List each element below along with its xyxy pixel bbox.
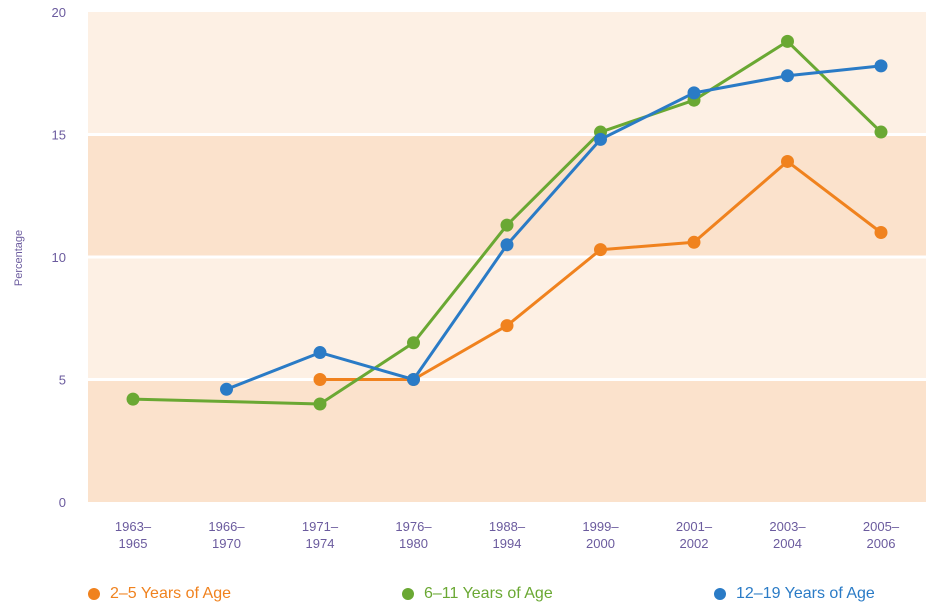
x-tick-line: 1999– — [582, 519, 619, 534]
data-point-series-0 — [781, 154, 794, 168]
x-tick-line: 1980 — [399, 536, 428, 551]
gridlines — [88, 133, 926, 381]
y-tick-label: 20 — [52, 5, 66, 20]
x-tick-label: 1963– 1965 — [115, 519, 152, 551]
legend-swatch — [714, 588, 726, 600]
x-tick-line: 2004 — [773, 536, 802, 551]
data-point-series-1 — [407, 336, 420, 350]
data-point-series-2 — [594, 132, 607, 146]
background-band — [88, 134, 926, 257]
background-band — [88, 379, 926, 502]
line-chart: 0 5 10 15 20 1963– 1965 1966– 1970 1971– 1974 1976… — [13, 5, 926, 551]
data-point-series-2 — [874, 59, 888, 73]
x-tick-line: 1976– — [395, 519, 432, 534]
legend-label: 6–11 Years of Age — [424, 585, 553, 602]
legend-label: 12–19 Years of Age — [736, 585, 875, 602]
data-point-series-1 — [126, 392, 140, 406]
x-tick-label: 1988– 1994 — [489, 519, 526, 551]
x-tick-label: 2001– 2002 — [676, 519, 713, 551]
y-tick-label: 15 — [52, 128, 66, 143]
x-tick-line: 1971– — [302, 519, 339, 534]
x-tick-line: 1994 — [493, 536, 522, 551]
x-tick-line: 1966– — [208, 519, 245, 534]
x-tick-line: 2006 — [867, 536, 896, 551]
x-tick-line: 1965 — [119, 536, 148, 551]
series-line-1 — [131, 39, 883, 406]
y-tick-label: 0 — [59, 495, 66, 510]
data-point-series-0 — [500, 319, 514, 333]
x-tick-label: 2003– 2004 — [769, 519, 806, 551]
legend-label: 2–5 Years of Age — [110, 585, 231, 602]
y-axis-ticks: 0 5 10 15 20 — [52, 5, 66, 510]
data-point-series-0 — [874, 226, 888, 239]
legend-item-6-11: 6–11 Years of Age — [402, 582, 553, 606]
legend-item-2-5: 2–5 Years of Age — [88, 582, 231, 606]
x-axis-ticks: 1963– 1965 1966– 1970 1971– 1974 1976– 1980 1988… — [115, 519, 900, 551]
data-point-series-1 — [313, 397, 327, 411]
x-tick-line: 2002 — [680, 536, 709, 551]
data-point-series-1 — [500, 218, 514, 232]
data-point-series-2 — [500, 238, 514, 252]
data-point-series-0 — [594, 243, 607, 257]
legend-swatch — [402, 588, 414, 600]
x-tick-label: 1976– 1980 — [395, 519, 432, 551]
series-points — [126, 34, 888, 411]
x-tick-line: 1974 — [306, 536, 335, 551]
data-point-series-2 — [781, 69, 794, 83]
x-tick-line: 2000 — [586, 536, 615, 551]
x-tick-line: 1963– — [115, 519, 152, 534]
background-bands — [88, 12, 926, 502]
data-point-series-2 — [407, 373, 420, 386]
x-tick-line: 1970 — [212, 536, 241, 551]
data-point-series-1 — [874, 125, 888, 139]
legend-item-12-19: 12–19 Years of Age — [714, 582, 875, 606]
x-tick-line: 2001– — [676, 519, 713, 534]
background-band — [88, 257, 926, 380]
data-point-series-2 — [220, 382, 233, 396]
x-tick-label: 1971– 1974 — [302, 519, 339, 551]
data-point-series-2 — [313, 346, 327, 360]
data-point-series-1 — [781, 34, 794, 48]
data-point-series-0 — [687, 235, 701, 249]
x-tick-label: 1999– 2000 — [582, 519, 619, 551]
x-tick-line: 2005– — [863, 519, 900, 534]
legend-swatch — [88, 588, 100, 600]
y-tick-label: 10 — [52, 250, 66, 265]
data-point-series-2 — [687, 86, 701, 100]
data-point-series-0 — [313, 373, 327, 386]
x-tick-line: 1988– — [489, 519, 526, 534]
series-line-2 — [225, 64, 883, 391]
x-tick-label: 2005– 2006 — [863, 519, 900, 551]
y-axis-label: Percentage — [13, 230, 25, 286]
x-tick-line: 2003– — [769, 519, 806, 534]
y-tick-label: 5 — [59, 373, 66, 388]
x-tick-label: 1966– 1970 — [208, 519, 245, 551]
